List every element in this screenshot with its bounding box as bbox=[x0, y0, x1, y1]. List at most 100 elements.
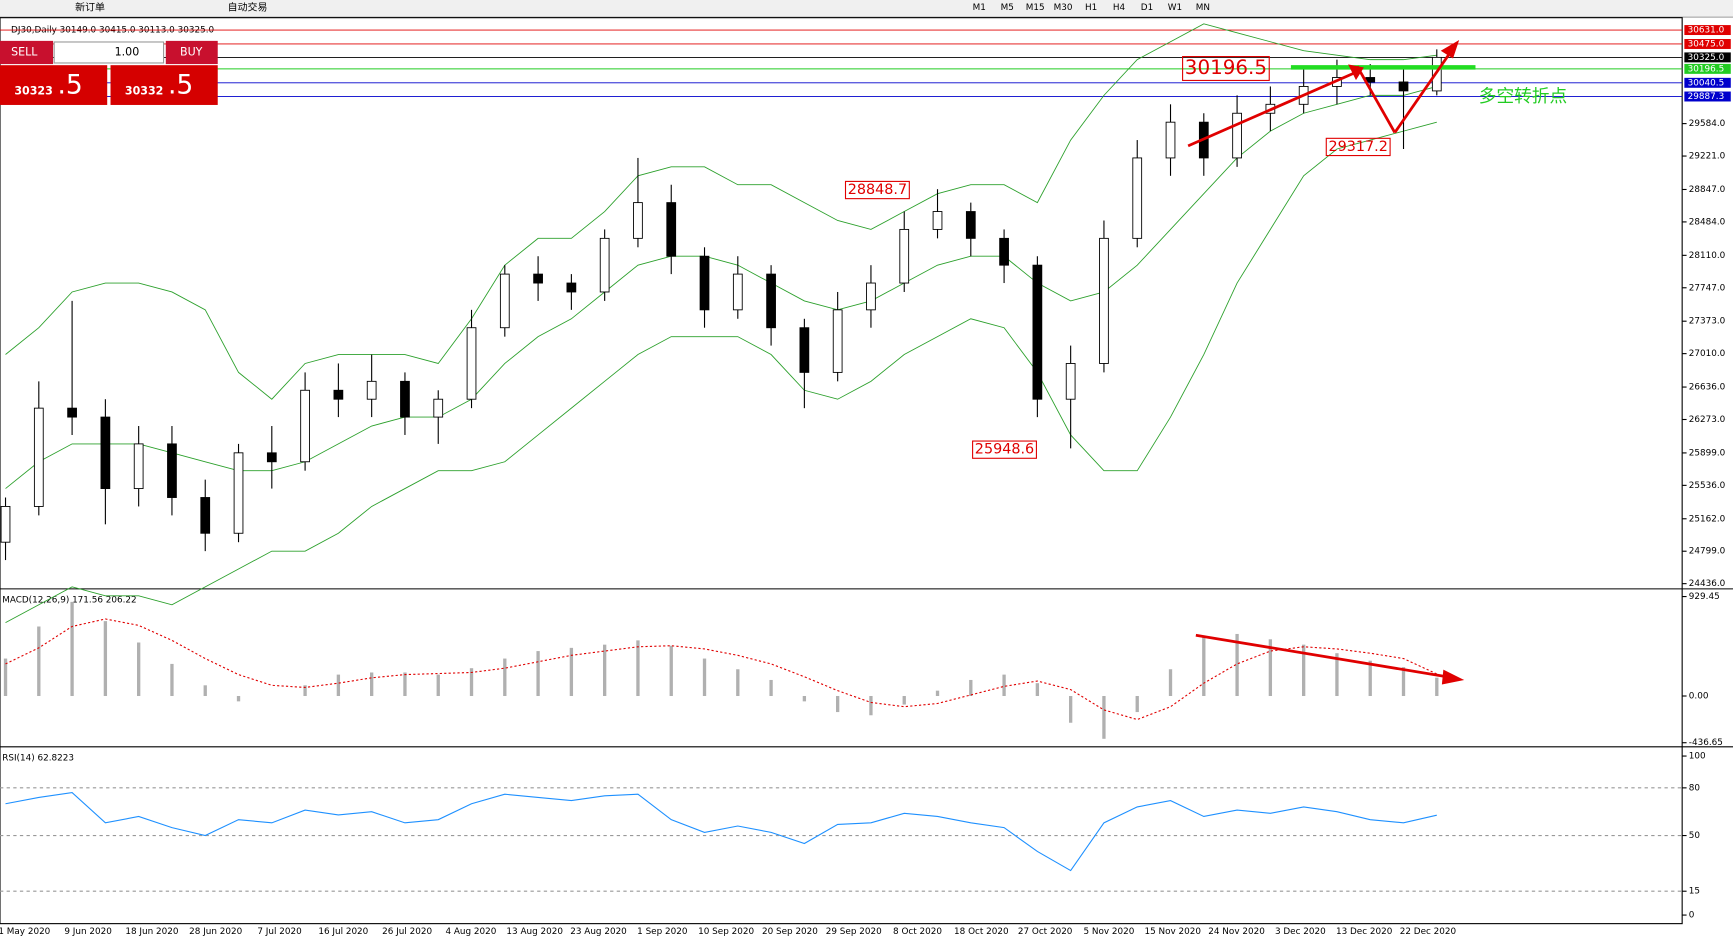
sell-button[interactable] bbox=[0, 40, 54, 65]
candle-body bbox=[599, 237, 610, 293]
price-tag-label: 30196.5 bbox=[1688, 64, 1725, 74]
timeframe-bar: M1 M5 M15 M30 H1 H4 D1 W1 MN bbox=[973, 3, 1210, 13]
y-tick-label: -436.65 bbox=[1689, 738, 1723, 748]
candle-body bbox=[799, 327, 810, 373]
candle-body bbox=[300, 389, 310, 463]
candle-body bbox=[266, 452, 277, 463]
y-tick-label: 26273.0 bbox=[1689, 415, 1726, 425]
candle-body bbox=[766, 273, 776, 329]
y-tick-label: 29221.0 bbox=[1689, 152, 1726, 162]
price-tag-label: 30325.0 bbox=[1688, 53, 1725, 63]
candle-body bbox=[832, 309, 843, 373]
y-tick-label: 28847.0 bbox=[1689, 185, 1726, 195]
x-tick-label: 27 Oct 2020 bbox=[1018, 927, 1073, 937]
bollinger-band bbox=[5, 86, 1437, 489]
y-tick-label: 25899.0 bbox=[1689, 448, 1726, 458]
buy-pip: .5 bbox=[168, 70, 193, 101]
candle-body bbox=[433, 398, 444, 418]
x-tick-label: 4 Aug 2020 bbox=[445, 927, 496, 937]
arrow-head bbox=[1440, 40, 1460, 59]
y-tick-label: 24799.0 bbox=[1689, 547, 1726, 557]
y-tick-label: 28110.0 bbox=[1689, 251, 1726, 261]
buy-button[interactable] bbox=[165, 40, 218, 65]
price-tag bbox=[1684, 91, 1731, 102]
y-tick-label: 25536.0 bbox=[1689, 481, 1726, 491]
buy-label[interactable]: BUY bbox=[180, 45, 203, 58]
arrow-head bbox=[1348, 64, 1364, 81]
candle-body bbox=[1165, 121, 1176, 159]
candle-body bbox=[200, 497, 211, 534]
candle-body bbox=[400, 380, 410, 418]
timeframe-button[interactable]: M1 bbox=[973, 3, 986, 13]
y-tick-label: 29584.0 bbox=[1689, 119, 1726, 129]
timeframe-button[interactable]: W1 bbox=[1168, 3, 1182, 13]
candle-body bbox=[732, 273, 743, 311]
timeframe-button[interactable]: MN bbox=[1196, 3, 1210, 13]
lots-input[interactable] bbox=[53, 41, 165, 64]
candle-body bbox=[333, 389, 344, 400]
price-tag bbox=[1684, 63, 1731, 74]
x-tick-label: 22 Dec 2020 bbox=[1400, 927, 1457, 937]
timeframe-button[interactable]: H1 bbox=[1085, 3, 1097, 13]
x-tick-label: 1 Sep 2020 bbox=[637, 927, 688, 937]
y-tick-label: 26636.0 bbox=[1689, 383, 1726, 393]
x-tick-label: 13 Aug 2020 bbox=[506, 927, 563, 937]
macd-trend-arrow bbox=[1195, 633, 1457, 680]
candle-body bbox=[1099, 237, 1109, 364]
timeframe-button[interactable]: D1 bbox=[1141, 3, 1153, 13]
x-tick-label: 16 Jul 2020 bbox=[318, 927, 368, 937]
price-tag bbox=[1684, 77, 1731, 88]
buy-price: 30332 bbox=[125, 85, 163, 98]
x-tick-label: 3 Dec 2020 bbox=[1275, 927, 1326, 937]
timeframe-button[interactable]: H4 bbox=[1113, 3, 1126, 13]
candle-body bbox=[999, 237, 1009, 266]
candle-body bbox=[100, 416, 111, 490]
candle-body bbox=[666, 202, 677, 257]
y-tick-label: 0 bbox=[1689, 911, 1695, 921]
x-tick-label: 8 Oct 2020 bbox=[893, 927, 942, 937]
annotation-box bbox=[1182, 56, 1270, 81]
candle-body bbox=[1065, 363, 1076, 400]
trend-arrow bbox=[1187, 69, 1360, 148]
x-tick-label: 20 Sep 2020 bbox=[762, 927, 818, 937]
timeframe-button[interactable]: M15 bbox=[1026, 3, 1045, 13]
toolbar bbox=[0, 0, 1733, 17]
sell-pip: .5 bbox=[57, 70, 82, 101]
price-tag-label: 30475.0 bbox=[1688, 39, 1725, 49]
candle-body bbox=[1032, 264, 1043, 400]
y-tick-label: 929.45 bbox=[1689, 592, 1720, 602]
candle-body bbox=[932, 211, 943, 230]
x-tick-label: 1 May 2020 bbox=[0, 927, 51, 937]
candle-body bbox=[1232, 112, 1242, 159]
x-tick-label: 7 Jul 2020 bbox=[257, 927, 302, 937]
x-tick-label: 18 Oct 2020 bbox=[954, 927, 1009, 937]
bollinger-band bbox=[5, 121, 1437, 624]
annotations bbox=[1187, 40, 1476, 685]
candle-body bbox=[533, 273, 543, 284]
new-order-button[interactable]: 新订单 bbox=[75, 1, 105, 14]
price-annotation: 29317.2 bbox=[1328, 139, 1387, 155]
price-tag bbox=[1684, 25, 1731, 36]
lots-value[interactable]: 1.00 bbox=[115, 45, 140, 58]
x-tick-label: 24 Nov 2020 bbox=[1208, 927, 1265, 937]
annotation-box bbox=[844, 180, 910, 200]
x-tick-label: 15 Nov 2020 bbox=[1144, 927, 1201, 937]
buy-price-box[interactable] bbox=[110, 65, 218, 105]
candle-body bbox=[866, 282, 876, 311]
price-tag-label: 29887.3 bbox=[1688, 92, 1725, 102]
x-tick-label: 9 Jun 2020 bbox=[64, 927, 112, 937]
sell-price-box[interactable] bbox=[0, 65, 108, 105]
price-annotation: 28848.7 bbox=[848, 182, 907, 198]
price-annotation: 30196.5 bbox=[1185, 56, 1267, 79]
trend-arrow bbox=[1393, 45, 1456, 134]
y-tick-label: 27747.0 bbox=[1689, 283, 1726, 293]
timeframe-button[interactable]: M5 bbox=[1001, 3, 1014, 13]
x-tick-label: 28 Jun 2020 bbox=[189, 927, 242, 937]
macd-title: MACD(12,26,9) 171.56 206.22 bbox=[2, 595, 136, 605]
price-tag bbox=[1684, 52, 1731, 63]
timeframe-button[interactable]: M30 bbox=[1054, 3, 1073, 13]
candle-body bbox=[0, 506, 11, 543]
sell-label[interactable]: SELL bbox=[11, 45, 38, 58]
candle-body bbox=[633, 202, 643, 239]
auto-trade-button[interactable]: 自动交易 bbox=[228, 1, 268, 14]
